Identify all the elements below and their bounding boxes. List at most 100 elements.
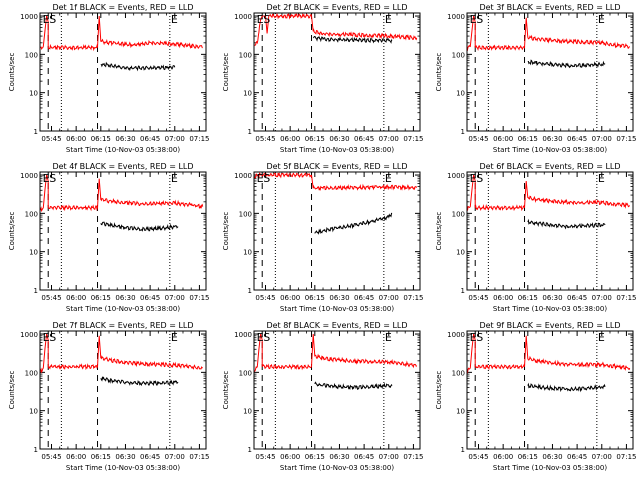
y-axis-label: Counts/sec bbox=[8, 53, 16, 92]
panel-data bbox=[467, 333, 631, 393]
panel-data bbox=[467, 15, 631, 69]
x-axis-label: Start Time (10-Nov-03 05:38:00) bbox=[493, 146, 607, 154]
lld-series-line bbox=[40, 174, 204, 213]
lld-series-line bbox=[467, 15, 631, 52]
x-tick-label: 06:30 bbox=[542, 135, 562, 143]
marker-label: E bbox=[470, 331, 477, 344]
x-tick-label: 07:00 bbox=[592, 453, 612, 461]
marker-label: E bbox=[257, 13, 264, 26]
x-tick-label: 06:45 bbox=[354, 453, 374, 461]
y-tick-label: 100 bbox=[239, 51, 252, 59]
y-tick-label: 1 bbox=[461, 128, 465, 136]
y-tick-label: 10 bbox=[243, 249, 252, 257]
y-axis-label: Counts/sec bbox=[222, 53, 230, 92]
x-tick-label: 06:15 bbox=[518, 294, 538, 302]
panel-9: Det 9f BLACK = Events, RED = LLD Counts/s… bbox=[435, 321, 637, 472]
x-tick-label: 06:30 bbox=[542, 294, 562, 302]
panel-data bbox=[40, 174, 204, 232]
x-tick-label: 05:45 bbox=[468, 135, 488, 143]
events-series-line bbox=[100, 221, 179, 232]
marker-label: E bbox=[385, 172, 392, 185]
x-tick-label: 05:45 bbox=[468, 294, 488, 302]
y-tick-label: 1000 bbox=[447, 331, 465, 339]
y-tick-label: 1 bbox=[248, 287, 252, 295]
panel-title: Det 9f BLACK = Events, RED = LLD bbox=[479, 321, 620, 330]
x-tick-label: 05:45 bbox=[41, 294, 61, 302]
panel-8: Det 8f BLACK = Events, RED = LLD Counts/s… bbox=[222, 321, 424, 472]
marker-label: E bbox=[171, 331, 178, 344]
panel-data bbox=[40, 15, 203, 72]
x-tick-label: 06:15 bbox=[91, 135, 111, 143]
events-series-line bbox=[527, 382, 606, 393]
y-tick-label: 1 bbox=[34, 128, 38, 136]
x-axis-label: Start Time (10-Nov-03 05:38:00) bbox=[493, 464, 607, 472]
x-axis-label: Start Time (10-Nov-03 05:38:00) bbox=[280, 305, 394, 313]
panel-title: Det 3f BLACK = Events, RED = LLD bbox=[479, 3, 620, 12]
lld-series-line bbox=[254, 13, 418, 46]
marker-label: E bbox=[470, 13, 477, 26]
x-tick-label: 06:00 bbox=[280, 294, 300, 302]
marker-label: S bbox=[476, 13, 483, 26]
y-axis-label: Counts/sec bbox=[8, 212, 16, 251]
marker-label: S bbox=[49, 172, 56, 185]
marker-label: S bbox=[263, 172, 270, 185]
x-tick-label: 07:00 bbox=[165, 135, 185, 143]
x-tick-label: 06:45 bbox=[140, 135, 160, 143]
x-tick-label: 06:30 bbox=[115, 453, 135, 461]
y-tick-label: 1000 bbox=[234, 13, 252, 21]
y-tick-label: 100 bbox=[25, 51, 38, 59]
x-tick-label: 05:45 bbox=[41, 135, 61, 143]
marker-label: E bbox=[257, 172, 264, 185]
marker-label: E bbox=[43, 172, 50, 185]
marker-label: E bbox=[43, 13, 50, 26]
x-tick-label: 07:15 bbox=[189, 294, 209, 302]
y-tick-label: 1000 bbox=[234, 331, 252, 339]
marker-label: E bbox=[385, 13, 392, 26]
y-tick-label: 1000 bbox=[20, 172, 38, 180]
events-series-line bbox=[100, 61, 176, 72]
axes-frame bbox=[466, 330, 634, 450]
y-tick-label: 1 bbox=[248, 128, 252, 136]
x-tick-label: 06:30 bbox=[329, 294, 349, 302]
panel-data bbox=[467, 174, 631, 230]
marker-label: E bbox=[470, 172, 477, 185]
x-tick-label: 06:30 bbox=[542, 453, 562, 461]
panel-title: Det 4f BLACK = Events, RED = LLD bbox=[52, 162, 193, 171]
x-tick-label: 06:30 bbox=[329, 135, 349, 143]
marker-label: E bbox=[598, 13, 605, 26]
y-tick-label: 1 bbox=[248, 446, 252, 454]
x-tick-label: 06:15 bbox=[91, 294, 111, 302]
panel-6: Det 6f BLACK = Events, RED = LLD Counts/s… bbox=[435, 162, 637, 313]
y-tick-label: 10 bbox=[243, 408, 252, 416]
y-tick-label: 1 bbox=[34, 446, 38, 454]
y-tick-label: 10 bbox=[29, 249, 38, 257]
marker-label: S bbox=[263, 13, 270, 26]
marker-label: S bbox=[49, 331, 56, 344]
axes-frame bbox=[466, 12, 634, 132]
x-tick-label: 05:45 bbox=[468, 453, 488, 461]
marker-label: S bbox=[476, 172, 483, 185]
events-series-line bbox=[314, 381, 393, 391]
panel-3: Det 3f BLACK = Events, RED = LLD Counts/s… bbox=[435, 3, 637, 154]
y-tick-label: 10 bbox=[456, 408, 465, 416]
events-series-line bbox=[314, 212, 393, 235]
y-tick-label: 100 bbox=[25, 210, 38, 218]
axes-frame bbox=[39, 171, 207, 291]
axes-frame bbox=[253, 12, 421, 132]
x-tick-label: 07:15 bbox=[403, 453, 423, 461]
y-tick-label: 1 bbox=[461, 287, 465, 295]
x-tick-label: 06:30 bbox=[329, 453, 349, 461]
x-tick-label: 07:15 bbox=[189, 135, 209, 143]
axes-frame bbox=[39, 330, 207, 450]
panel-5: Det 5f BLACK = Events, RED = LLD Counts/s… bbox=[222, 162, 424, 313]
panel-2: Det 2f BLACK = Events, RED = LLD Counts/s… bbox=[222, 3, 424, 154]
axes-frame bbox=[253, 330, 421, 450]
panel-title: Det 6f BLACK = Events, RED = LLD bbox=[479, 162, 620, 171]
lld-series-line bbox=[467, 333, 631, 374]
y-axis-label: Counts/sec bbox=[222, 371, 230, 410]
x-tick-label: 07:00 bbox=[379, 453, 399, 461]
panel-title: Det 2f BLACK = Events, RED = LLD bbox=[266, 3, 407, 12]
lld-series-line bbox=[254, 333, 418, 373]
y-tick-label: 1000 bbox=[20, 13, 38, 21]
y-axis-label: Counts/sec bbox=[8, 371, 16, 410]
